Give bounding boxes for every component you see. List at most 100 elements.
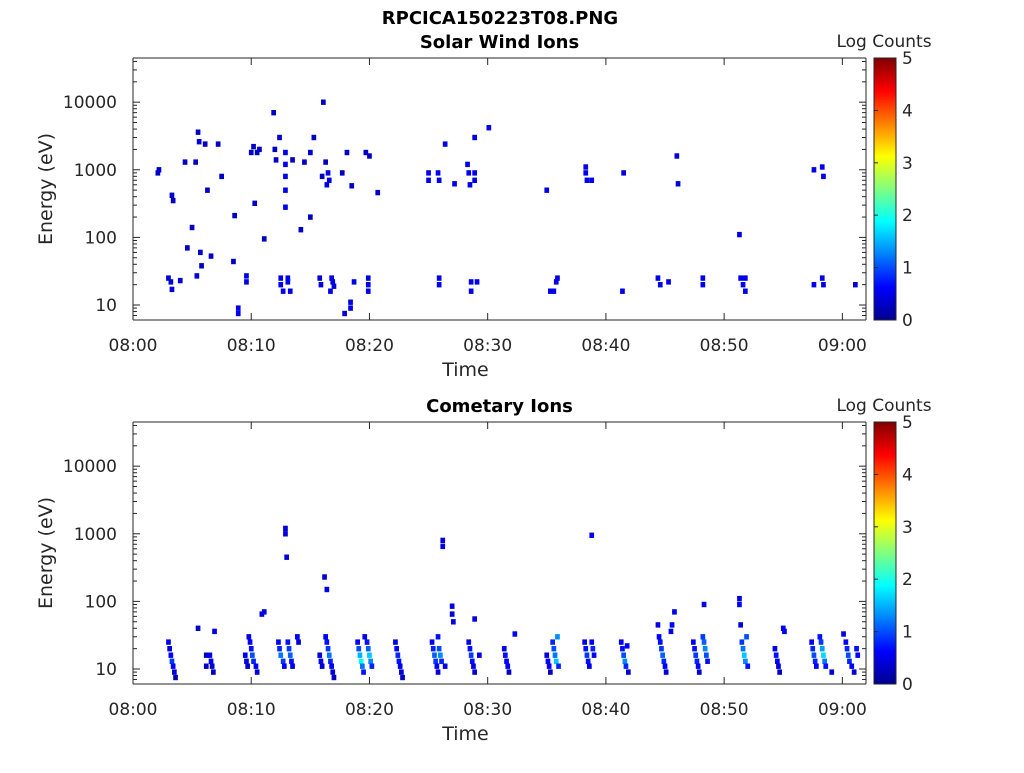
data-cell [692, 646, 697, 652]
data-cell [655, 622, 661, 628]
data-cell [467, 646, 473, 652]
data-cell [817, 634, 823, 640]
data-cell [556, 663, 561, 669]
data-cell [501, 646, 507, 652]
data-cell [325, 170, 331, 176]
data-cell [235, 305, 241, 311]
data-cell [436, 282, 442, 288]
data-cell [700, 282, 706, 288]
data-cell [326, 652, 332, 658]
data-cell [740, 646, 746, 652]
data-cell [486, 125, 492, 131]
x-tick-label: 08:50 [700, 700, 749, 720]
x-tick-label: 08:30 [463, 700, 512, 720]
y-axis-label: Energy (eV) [35, 133, 57, 245]
data-cell [468, 652, 474, 658]
data-cell [694, 658, 700, 664]
data-cell [626, 669, 631, 675]
data-cell [394, 646, 399, 652]
data-cell [555, 634, 560, 640]
data-cell [512, 631, 518, 637]
data-cell [812, 658, 818, 664]
data-cell [691, 639, 696, 645]
data-cell [505, 663, 511, 669]
data-cell [811, 167, 817, 173]
data-cell [854, 646, 859, 652]
data-cell [472, 669, 477, 675]
data-cell [550, 639, 555, 645]
data-cell [589, 177, 595, 183]
data-cell [743, 275, 748, 281]
data-cell [504, 658, 509, 664]
data-cell [551, 288, 557, 294]
data-cell [280, 658, 286, 664]
data-cell [553, 279, 559, 285]
data-cell [365, 275, 371, 281]
data-cell [357, 652, 363, 658]
data-cell [166, 639, 171, 645]
data-cell [666, 279, 671, 285]
data-cell [283, 525, 288, 532]
x-axis-label: Time [441, 723, 489, 745]
data-cell [324, 639, 330, 645]
data-cell [823, 663, 829, 669]
panel-title: Solar Wind Ions [420, 32, 579, 53]
colorbar-tick-label: 3 [902, 518, 913, 538]
data-cell [663, 669, 669, 675]
data-cell [287, 288, 293, 294]
data-cell [331, 674, 337, 681]
data-cell [244, 658, 249, 664]
data-cell [426, 170, 431, 176]
x-tick-label: 09:00 [818, 700, 867, 720]
data-cell [738, 275, 743, 281]
data-cell [283, 531, 288, 537]
data-cell [365, 646, 371, 652]
data-cell [436, 646, 442, 652]
panel-title: Cometary Ions [426, 396, 573, 417]
data-cell [195, 129, 201, 135]
colorbar-tick-label: 3 [902, 154, 913, 174]
data-cell [618, 639, 624, 645]
data-cell [261, 609, 267, 615]
data-cell [396, 658, 402, 664]
data-cell [282, 663, 287, 669]
colorbar-tick-label: 5 [902, 49, 913, 69]
data-cell [472, 170, 477, 176]
data-cell [672, 609, 677, 615]
data-cell [439, 658, 444, 664]
data-cell [622, 658, 628, 664]
data-cell [326, 177, 332, 183]
data-cell [369, 663, 375, 669]
data-cell [323, 159, 328, 165]
data-cell [168, 652, 174, 658]
data-cell [435, 170, 441, 176]
data-cell [308, 149, 313, 156]
data-cell [185, 245, 190, 251]
data-cell [290, 157, 295, 163]
data-cell [853, 282, 858, 288]
colorbar-label: Log Counts [836, 32, 931, 52]
x-tick-label: 08:30 [463, 336, 512, 356]
data-cell [818, 639, 824, 645]
x-tick-label: 08:00 [109, 700, 158, 720]
data-cell [472, 177, 477, 183]
data-cell [167, 646, 172, 652]
data-cell [583, 646, 589, 652]
y-tick-label: 10 [95, 660, 117, 680]
data-cell [436, 275, 442, 281]
data-cell [251, 658, 256, 664]
data-cell [339, 170, 345, 176]
data-cell [590, 646, 596, 652]
data-cell [356, 646, 362, 652]
data-cell [545, 658, 551, 664]
x-axis-label: Time [441, 359, 489, 381]
colorbar-tick-label: 5 [902, 413, 913, 433]
data-cell [821, 282, 826, 288]
data-cell [330, 669, 336, 675]
data-cell [212, 628, 217, 635]
data-cell [776, 663, 781, 669]
y-tick-label: 1000 [74, 525, 117, 545]
data-cell [244, 273, 249, 279]
data-cell [544, 652, 550, 658]
data-cell [432, 652, 437, 658]
